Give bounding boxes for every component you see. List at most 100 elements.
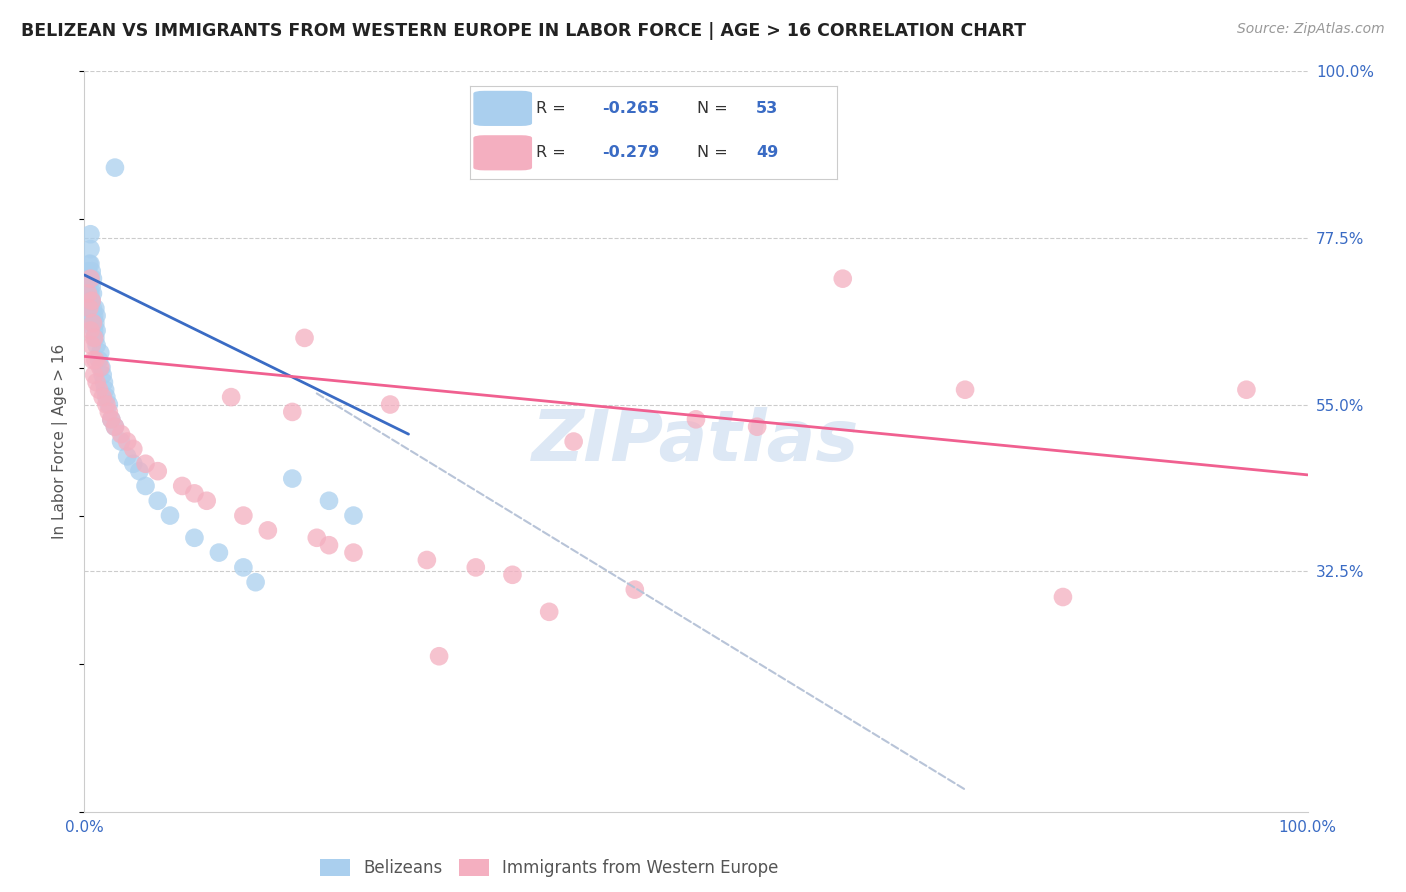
Text: ZIPatlas: ZIPatlas bbox=[533, 407, 859, 476]
Point bbox=[294, 331, 316, 345]
Point bbox=[82, 301, 104, 316]
Point bbox=[79, 286, 101, 301]
Point bbox=[128, 464, 150, 478]
Point bbox=[84, 353, 107, 368]
Point bbox=[93, 376, 115, 390]
Point bbox=[104, 161, 127, 175]
Point bbox=[86, 338, 108, 352]
Point bbox=[80, 309, 103, 323]
Point bbox=[104, 419, 127, 434]
Point bbox=[464, 560, 486, 574]
Point bbox=[96, 397, 118, 411]
Legend: Belizeans, Immigrants from Western Europe: Belizeans, Immigrants from Western Europ… bbox=[319, 859, 779, 878]
Point bbox=[747, 419, 769, 434]
Point bbox=[91, 368, 114, 382]
Point bbox=[83, 368, 105, 382]
Point bbox=[110, 427, 132, 442]
Point bbox=[135, 457, 157, 471]
Point bbox=[77, 279, 100, 293]
Point bbox=[83, 324, 105, 338]
Point bbox=[79, 242, 101, 256]
Point bbox=[86, 324, 108, 338]
Point bbox=[342, 508, 364, 523]
Point bbox=[84, 301, 107, 316]
Point bbox=[685, 412, 707, 426]
Point bbox=[135, 479, 157, 493]
Point bbox=[77, 293, 100, 308]
Point bbox=[77, 257, 100, 271]
Point bbox=[79, 227, 101, 242]
Point bbox=[77, 286, 100, 301]
Point bbox=[77, 286, 100, 301]
Point bbox=[110, 434, 132, 449]
Point bbox=[318, 538, 340, 552]
Point bbox=[79, 301, 101, 316]
Point bbox=[183, 531, 205, 545]
Point bbox=[82, 316, 104, 330]
Point bbox=[87, 383, 110, 397]
Point bbox=[281, 405, 304, 419]
Point bbox=[86, 309, 108, 323]
Point bbox=[100, 412, 122, 426]
Point bbox=[80, 279, 103, 293]
Point bbox=[80, 338, 103, 352]
Y-axis label: In Labor Force | Age > 16: In Labor Force | Age > 16 bbox=[52, 344, 69, 539]
Point bbox=[318, 493, 340, 508]
Point bbox=[183, 486, 205, 500]
Point bbox=[97, 397, 120, 411]
Point bbox=[159, 508, 181, 523]
Point bbox=[82, 271, 104, 285]
Point bbox=[502, 567, 524, 582]
Point bbox=[86, 376, 108, 390]
Point bbox=[380, 397, 402, 411]
Point bbox=[82, 286, 104, 301]
Point bbox=[79, 257, 101, 271]
Point bbox=[953, 383, 976, 397]
Point bbox=[80, 293, 103, 308]
Point bbox=[538, 605, 561, 619]
Point bbox=[104, 419, 127, 434]
Point bbox=[115, 450, 138, 464]
Point bbox=[79, 324, 101, 338]
Point bbox=[1236, 383, 1258, 397]
Point bbox=[122, 442, 145, 456]
Point bbox=[342, 546, 364, 560]
Point bbox=[416, 553, 439, 567]
Point bbox=[100, 412, 122, 426]
Point bbox=[89, 360, 111, 375]
Point bbox=[89, 345, 111, 359]
Point bbox=[172, 479, 194, 493]
Point bbox=[82, 316, 104, 330]
Point bbox=[84, 331, 107, 345]
Text: Source: ZipAtlas.com: Source: ZipAtlas.com bbox=[1237, 22, 1385, 37]
Point bbox=[97, 405, 120, 419]
Point bbox=[90, 360, 112, 375]
Point bbox=[624, 582, 647, 597]
Text: BELIZEAN VS IMMIGRANTS FROM WESTERN EUROPE IN LABOR FORCE | AGE > 16 CORRELATION: BELIZEAN VS IMMIGRANTS FROM WESTERN EURO… bbox=[21, 22, 1026, 40]
Point bbox=[91, 390, 114, 404]
Point bbox=[77, 271, 100, 285]
Point bbox=[77, 264, 100, 278]
Point bbox=[80, 293, 103, 308]
Point bbox=[94, 383, 117, 397]
Point bbox=[146, 464, 169, 478]
Point bbox=[80, 264, 103, 278]
Point bbox=[427, 649, 450, 664]
Point bbox=[195, 493, 218, 508]
Point bbox=[245, 575, 267, 590]
Point bbox=[79, 271, 101, 285]
Point bbox=[562, 434, 585, 449]
Point bbox=[115, 434, 138, 449]
Point bbox=[84, 316, 107, 330]
Point bbox=[219, 390, 242, 404]
Point bbox=[79, 271, 101, 285]
Point bbox=[257, 524, 280, 538]
Point bbox=[87, 353, 110, 368]
Point bbox=[77, 301, 100, 316]
Point bbox=[281, 471, 304, 485]
Point bbox=[208, 546, 231, 560]
Point bbox=[83, 331, 105, 345]
Point bbox=[122, 457, 145, 471]
Point bbox=[232, 560, 254, 574]
Point bbox=[83, 309, 105, 323]
